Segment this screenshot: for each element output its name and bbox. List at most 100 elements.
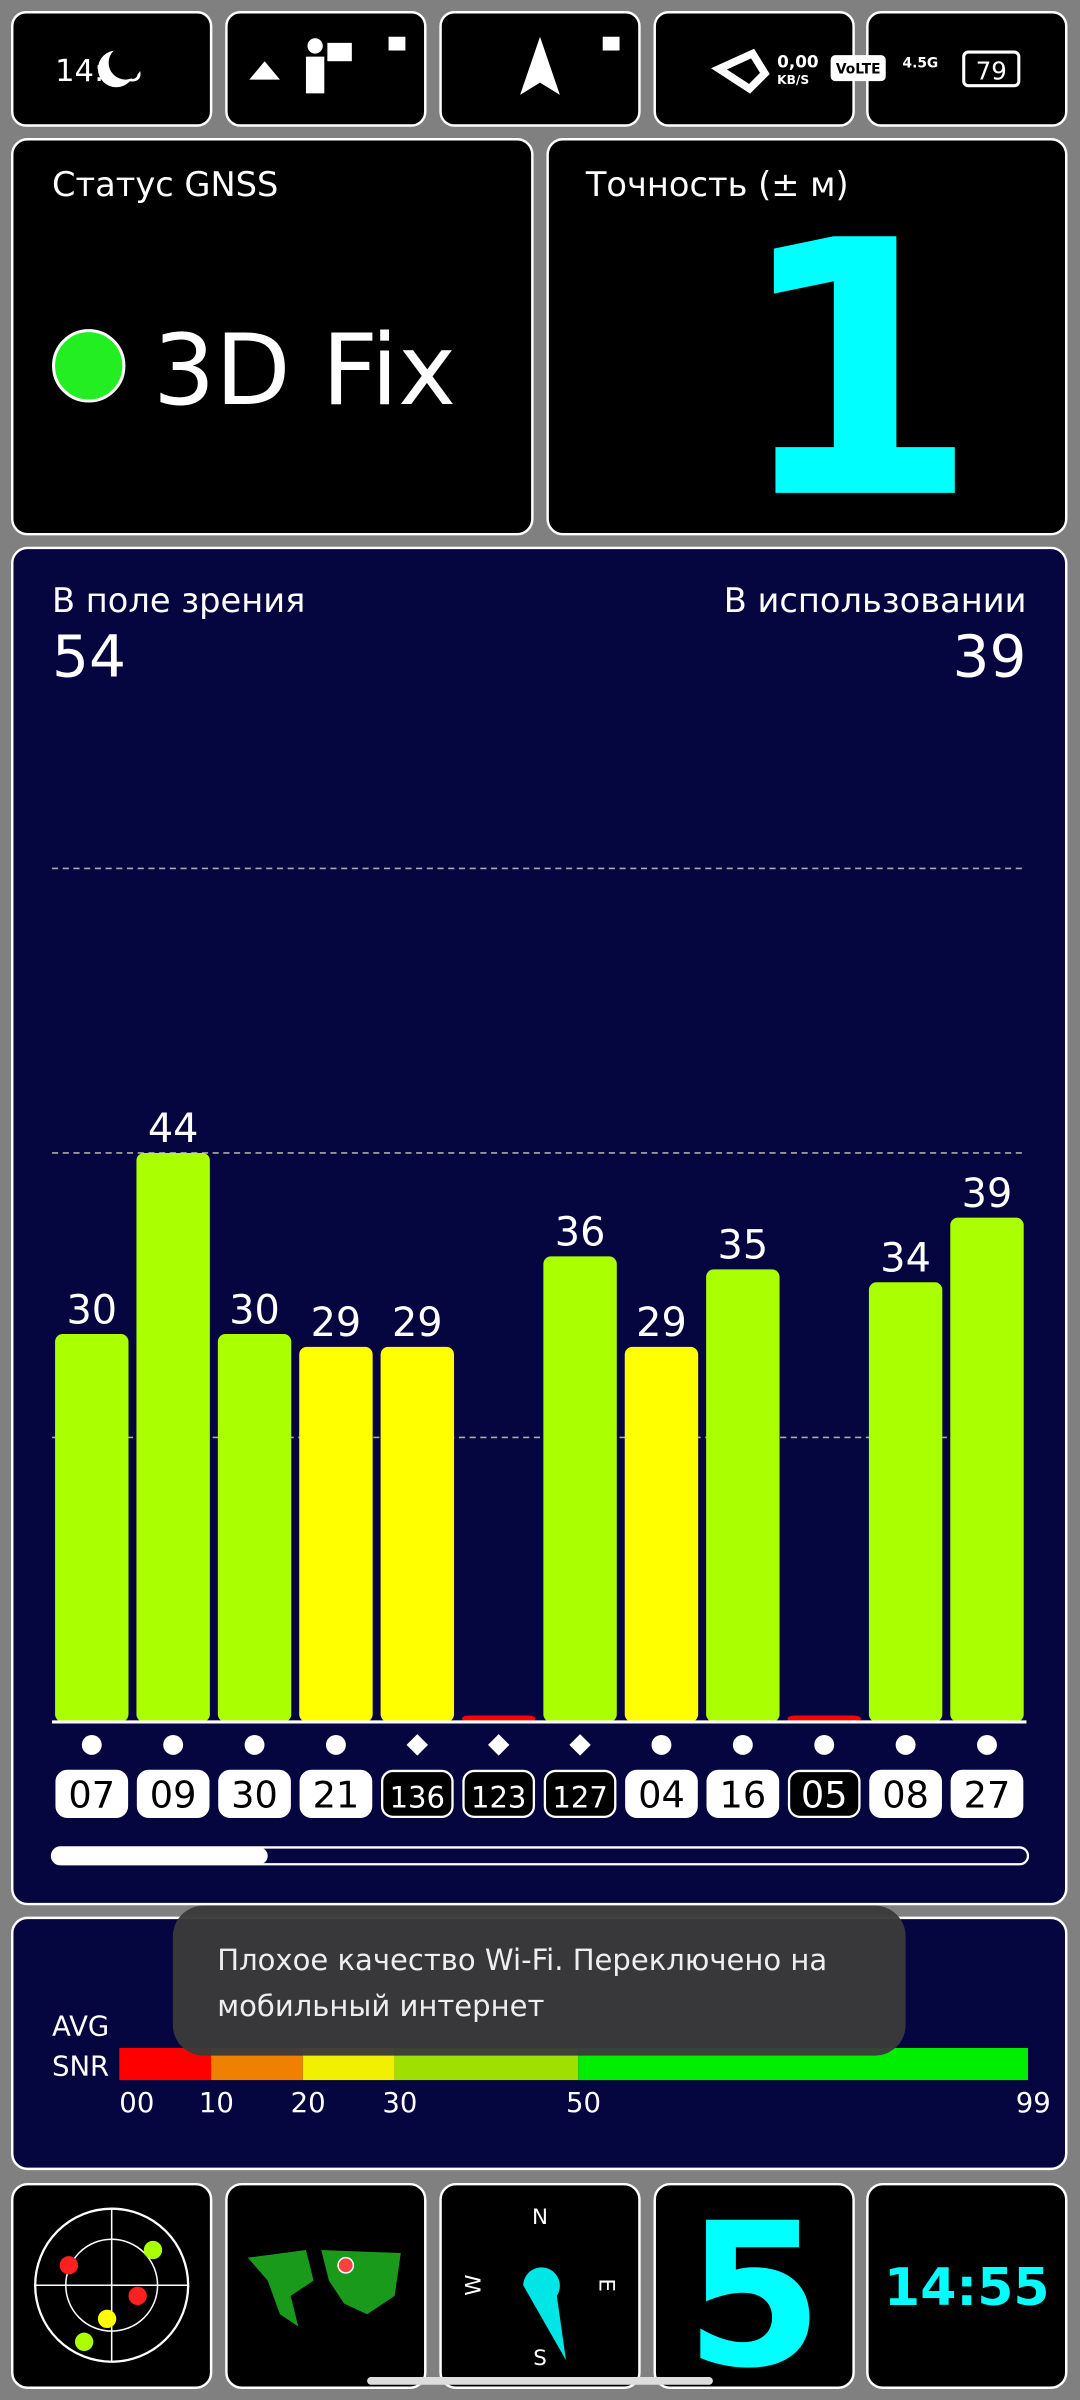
compass-e: E [594,2278,619,2292]
home-indicator[interactable] [367,2377,713,2385]
marker [895,1734,916,1755]
prn-label: 127 [552,1781,607,1815]
position-marker [337,2256,355,2274]
prn-label: 05 [801,1774,848,1817]
snr-tick-label: 50 [566,2087,601,2119]
compass-needle [523,2267,567,2361]
value-label: 29 [392,1300,443,1346]
in-use-label: В использовании [724,581,1027,620]
marker [487,1734,510,1756]
bar [706,1269,780,1722]
in-view-label: В поле зрения [52,581,305,620]
mountain-icon [249,61,280,80]
volte-badge [830,55,886,82]
prn-badge [787,1769,861,1818]
prn-label: 27 [964,1774,1011,1817]
prn-label: 07 [68,1774,115,1817]
accuracy-panel [546,138,1068,536]
prn-badge [543,1769,617,1818]
fix-value: 3D Fix [153,314,456,428]
satellites-used: 5 [685,2180,823,2400]
bar [55,1333,129,1722]
battery-level: 79 [976,57,1007,86]
marker [81,1734,102,1755]
value-label: 29 [636,1300,687,1346]
compass-s: S [533,2346,547,2371]
prn-badge [462,1769,536,1818]
marker [569,1734,591,1756]
bar [217,1333,292,1722]
snr-tick-label: 20 [291,2087,326,2119]
prn-badge [299,1769,373,1818]
toast-text: Плохое качество Wi-Fi. Переключено на [217,1943,827,1977]
snr-chart: 30 07 44 09 30 30 29 21 29 136 123 36 127 29 04 35 16 05 3… [52,867,1027,1818]
marker [732,1734,753,1755]
world-map [247,2250,401,2327]
prn-badge [869,1769,942,1818]
prn-badge [55,1769,129,1818]
map-tile[interactable] [225,2182,427,2389]
lock-icon [388,36,406,51]
prn-label: 09 [150,1774,197,1817]
radar-dot [74,2332,94,2352]
radar-dot [143,2240,163,2260]
bar [136,1152,210,1722]
lock-icon [602,36,620,51]
prn-badge [625,1769,698,1818]
volte-text: VoLTE [836,61,881,77]
toast [172,1905,906,2056]
value-label: 30 [66,1287,117,1333]
snr-tick-label: 99 [1016,2087,1051,2119]
prn-badge [136,1769,210,1818]
snr-label: AVG [52,2011,109,2043]
radar-dot [97,2309,117,2329]
marker [977,1734,997,1755]
prn-badge [950,1769,1024,1818]
bar [299,1346,373,1722]
prn-badge [706,1769,780,1818]
prn-badge [218,1769,291,1818]
bar [380,1346,455,1722]
battery-icon [962,50,1021,88]
sat-count-tile [653,2182,855,2389]
in-view-value: 54 [52,623,126,691]
prn-label: 16 [719,1774,766,1817]
prn-label: 30 [231,1774,278,1817]
marker [325,1734,346,1755]
radar-dot [128,2286,147,2306]
toast-text: мобильный интернет [217,1989,544,2023]
moon-cut [108,45,143,80]
value-label: 35 [718,1223,769,1269]
network-type: 4.5G [903,55,939,71]
bar [461,1715,536,1722]
flag-icon [327,42,352,62]
accuracy-value: 1 [734,167,979,577]
prn-label: 123 [471,1781,526,1815]
prn-label: 136 [390,1781,445,1815]
compass-n: N [532,2205,548,2230]
bar [543,1256,617,1722]
marker [406,1734,429,1756]
prn-label: 21 [313,1774,360,1817]
gnss-status-panel [11,138,534,536]
prn-label: 04 [638,1774,685,1817]
person-icon [307,38,323,54]
marker [244,1734,265,1755]
tracking-tile[interactable] [225,11,427,127]
snr-tick-label: 00 [119,2087,154,2119]
snr-tick-label: 10 [199,2087,234,2119]
in-use-value: 39 [953,623,1027,691]
value-label: 36 [555,1210,606,1256]
marker [163,1734,184,1755]
radar-dot [59,2256,79,2275]
snr-label: SNR [52,2051,109,2083]
share-icon [711,48,770,94]
value-label: 39 [962,1171,1013,1217]
scrollbar-thumb[interactable] [52,1847,268,1865]
value-label: 29 [311,1300,362,1346]
value-label: 44 [148,1106,199,1152]
clock: 14:55 [884,2258,1050,2318]
